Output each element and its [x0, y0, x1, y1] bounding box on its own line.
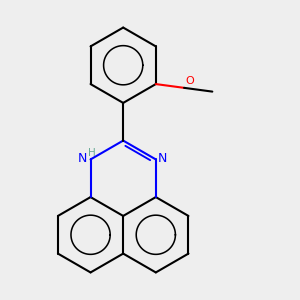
- Text: H: H: [88, 148, 95, 158]
- Text: O: O: [185, 76, 194, 86]
- Text: N: N: [78, 152, 88, 165]
- Text: N: N: [158, 152, 167, 165]
